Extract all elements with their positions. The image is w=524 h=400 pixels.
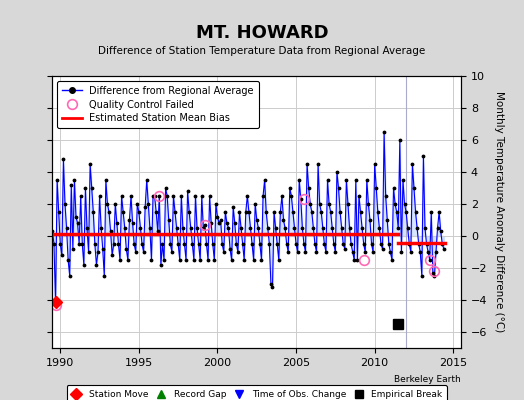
Legend: Station Move, Record Gap, Time of Obs. Change, Empirical Break: Station Move, Record Gap, Time of Obs. C…	[67, 385, 447, 400]
Text: MT. HOWARD: MT. HOWARD	[195, 24, 329, 42]
Y-axis label: Monthly Temperature Anomaly Difference (°C): Monthly Temperature Anomaly Difference (…	[494, 91, 504, 333]
Text: Berkeley Earth: Berkeley Earth	[395, 375, 461, 384]
Text: Difference of Station Temperature Data from Regional Average: Difference of Station Temperature Data f…	[99, 46, 425, 56]
